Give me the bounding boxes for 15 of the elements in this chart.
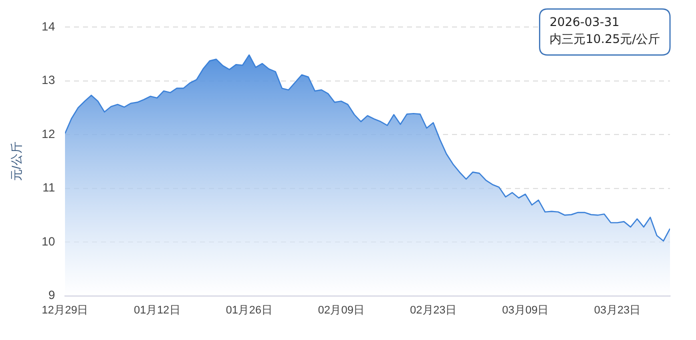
y-axis-title: 元/公斤 xyxy=(10,142,24,182)
x-tick-label: 01月26日 xyxy=(226,304,272,316)
x-tick-label: 03月23日 xyxy=(594,304,641,316)
annotation: 2026-03-31 内三元10.25元/公斤 xyxy=(550,15,660,46)
y-tick-label: 10 xyxy=(42,234,56,248)
y-tick-label: 12 xyxy=(42,126,56,141)
x-tick-label: 02月09日 xyxy=(318,304,364,316)
x-tick-label: 12月29日 xyxy=(42,304,88,316)
x-tick-label: 03月09日 xyxy=(502,304,549,316)
y-tick-label: 13 xyxy=(42,73,56,88)
y-tick-label: 14 xyxy=(42,19,56,34)
x-tick-label: 01月12日 xyxy=(134,304,180,316)
x-tick-label: 02月23日 xyxy=(410,304,457,316)
y-tick-label: 9 xyxy=(48,288,56,302)
y-tick-label: 11 xyxy=(42,180,56,195)
